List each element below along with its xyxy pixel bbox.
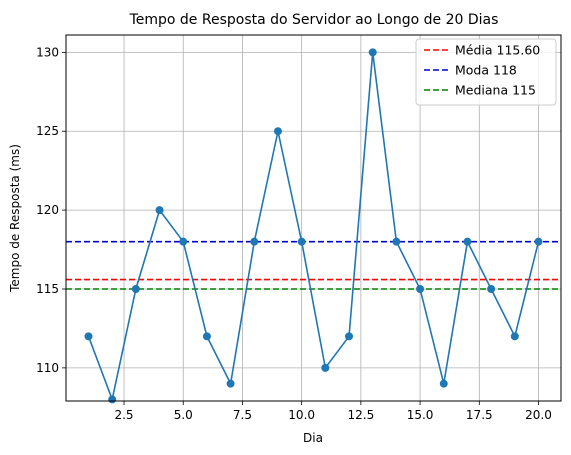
y-tick-label: 110 bbox=[36, 361, 59, 375]
x-tick-label: 7.5 bbox=[233, 408, 252, 422]
x-tick-label: 5.0 bbox=[174, 408, 193, 422]
x-axis-label: Dia bbox=[303, 431, 323, 445]
data-point bbox=[179, 237, 188, 246]
series-line bbox=[87, 52, 540, 403]
x-tick-label: 17.5 bbox=[466, 408, 493, 422]
data-point bbox=[487, 284, 496, 293]
data-point bbox=[368, 48, 377, 57]
data-point bbox=[392, 237, 401, 246]
data-point bbox=[439, 379, 448, 388]
y-axis-ticks: 110 115 120 125 130 bbox=[36, 45, 66, 375]
legend-label: Média 115.60 bbox=[455, 43, 540, 58]
data-point bbox=[226, 379, 235, 388]
legend: Média 115.60 Moda 118 Mediana 115 bbox=[415, 38, 557, 106]
data-point bbox=[463, 237, 472, 246]
data-point bbox=[202, 332, 211, 341]
reference-lines bbox=[66, 240, 561, 290]
data-point bbox=[345, 332, 354, 341]
x-tick-label: 20.0 bbox=[525, 408, 552, 422]
x-tick-label: 2.5 bbox=[114, 408, 133, 422]
plot-frame bbox=[65, 34, 562, 402]
chart-title: Tempo de Resposta do Servidor ao Longo d… bbox=[129, 12, 499, 28]
data-point bbox=[534, 237, 543, 246]
y-tick-label: 115 bbox=[36, 282, 59, 296]
x-tick-label: 15.0 bbox=[407, 408, 434, 422]
data-point bbox=[108, 395, 117, 404]
y-tick-label: 120 bbox=[36, 203, 59, 217]
legend-label: Moda 118 bbox=[455, 63, 517, 78]
data-point bbox=[321, 363, 330, 372]
legend-box bbox=[415, 38, 557, 106]
data-point bbox=[416, 284, 425, 293]
x-axis-ticks: 2.5 5.0 7.5 10.0 12.5 15.0 17.5 20.0 bbox=[114, 401, 552, 422]
data-point bbox=[250, 237, 259, 246]
data-point bbox=[84, 332, 93, 341]
legend-label: Mediana 115 bbox=[455, 83, 536, 98]
data-point bbox=[297, 237, 306, 246]
data-point bbox=[273, 127, 282, 136]
data-point bbox=[131, 284, 140, 293]
y-tick-label: 125 bbox=[36, 124, 59, 138]
y-axis-label: Tempo de Resposta (ms) bbox=[8, 144, 22, 293]
data-point bbox=[155, 206, 164, 215]
y-tick-label: 130 bbox=[36, 45, 59, 59]
x-tick-label: 12.5 bbox=[348, 408, 375, 422]
x-tick-label: 10.0 bbox=[288, 408, 315, 422]
data-point bbox=[510, 332, 519, 341]
series bbox=[84, 48, 543, 404]
